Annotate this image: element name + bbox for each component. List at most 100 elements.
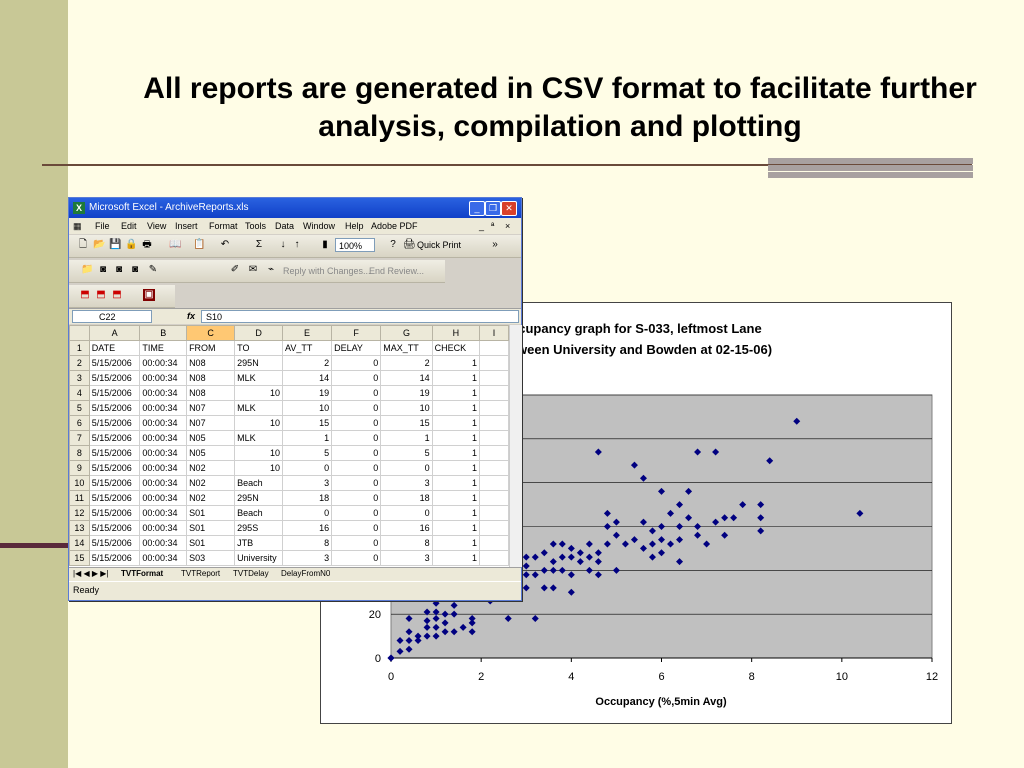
excel-title-bar[interactable]: X Microsoft Excel - ArchiveReports.xls _… [69, 198, 521, 218]
cell[interactable]: 0 [331, 550, 382, 566]
menu-data[interactable]: Data [275, 221, 295, 231]
cell[interactable]: 0 [281, 460, 333, 476]
print-icon[interactable]: 🖶 [142, 239, 152, 250]
cell[interactable]: 1 [431, 355, 481, 371]
cell[interactable]: 1 [431, 505, 481, 521]
cell[interactable] [479, 415, 509, 431]
column-header[interactable]: A [88, 325, 141, 341]
cell[interactable]: 00:00:34 [139, 445, 188, 461]
cell[interactable]: 1 [431, 520, 481, 536]
cell[interactable]: 00:00:34 [139, 490, 188, 506]
row-header[interactable]: 7 [69, 430, 90, 446]
cell[interactable]: S03 [186, 550, 236, 566]
cell[interactable]: 1 [281, 430, 333, 446]
help-icon[interactable]: ? [390, 239, 396, 250]
pdf-review-icon[interactable]: ⬒ [112, 289, 122, 300]
cell[interactable]: 14 [281, 370, 333, 386]
cell[interactable]: 0 [331, 505, 382, 521]
cell[interactable]: 1 [431, 460, 481, 476]
cell[interactable]: AV_TT [281, 340, 333, 356]
cell[interactable]: N08 [186, 385, 236, 401]
cell-table[interactable]: A B C D E F G H I 1 DATE TIME FROM TO AV_TT DELAY MAX_TT… [69, 325, 509, 566]
cell[interactable]: 18 [281, 490, 333, 506]
cell[interactable]: 5/15/2006 [88, 430, 141, 446]
cell[interactable]: 8 [380, 535, 433, 551]
cell[interactable]: TIME [139, 340, 188, 356]
row-header[interactable]: 3 [69, 370, 90, 386]
open-icon[interactable]: 📂 [93, 239, 106, 250]
cell[interactable]: N08 [186, 370, 236, 386]
cell[interactable]: 0 [331, 445, 382, 461]
cell[interactable]: 5 [281, 445, 333, 461]
cell[interactable]: 5/15/2006 [88, 550, 141, 566]
cell[interactable] [479, 520, 509, 536]
cell[interactable]: N02 [186, 490, 236, 506]
cell[interactable] [479, 460, 509, 476]
cell[interactable]: 10 [234, 415, 283, 431]
row-header[interactable]: 1 [69, 340, 90, 356]
cell[interactable]: 5/15/2006 [88, 415, 141, 431]
row-header[interactable]: 10 [69, 475, 90, 491]
cell[interactable]: 1 [431, 430, 481, 446]
cell[interactable]: 5/15/2006 [88, 445, 141, 461]
cell[interactable]: 1 [431, 445, 481, 461]
restore-button[interactable]: ❐ [485, 201, 501, 216]
cell[interactable]: S01 [186, 520, 236, 536]
minimize-button[interactable]: _ [469, 201, 485, 216]
cell[interactable] [479, 370, 509, 386]
column-header[interactable]: F [331, 325, 382, 341]
cell[interactable]: 10 [234, 460, 283, 476]
row-header[interactable]: 4 [69, 385, 90, 401]
toolbar-options-icon[interactable]: » [492, 239, 498, 250]
cell[interactable]: S01 [186, 505, 236, 521]
attach-icon[interactable]: ⌁ [267, 264, 275, 275]
formula-input[interactable]: S10 [201, 310, 519, 323]
row-header[interactable]: 5 [69, 400, 90, 416]
cell[interactable] [479, 340, 509, 356]
menu-window[interactable]: Window [303, 221, 336, 231]
tab-tvtdelay[interactable]: TVTDelay [233, 569, 269, 578]
vertical-scrollbar[interactable] [509, 325, 522, 567]
cell[interactable]: 5/15/2006 [88, 355, 141, 371]
cell[interactable]: Beach [234, 505, 283, 521]
cell[interactable]: 19 [380, 385, 433, 401]
cell[interactable]: 3 [380, 550, 433, 566]
cell[interactable]: 1 [380, 430, 433, 446]
cell[interactable]: 0 [380, 505, 433, 521]
cell[interactable]: 00:00:34 [139, 430, 188, 446]
cell[interactable]: 5/15/2006 [88, 370, 141, 386]
cell[interactable]: 00:00:34 [139, 505, 188, 521]
cell[interactable]: MAX_TT [380, 340, 433, 356]
row-header[interactable]: 13 [69, 520, 90, 536]
cell[interactable] [479, 535, 509, 551]
cell[interactable]: FROM [186, 340, 236, 356]
cell[interactable]: 00:00:34 [139, 535, 188, 551]
cell[interactable]: 1 [431, 400, 481, 416]
cell[interactable]: 5/15/2006 [88, 475, 141, 491]
menu-edit[interactable]: Edit [121, 221, 137, 231]
cell[interactable]: 5 [380, 445, 433, 461]
cell[interactable]: 10 [234, 445, 283, 461]
cell[interactable]: N05 [186, 445, 236, 461]
cell[interactable]: 0 [331, 460, 382, 476]
research-icon[interactable]: 📖 [169, 239, 182, 250]
send-icon[interactable]: ✉ [248, 264, 258, 275]
cell[interactable]: 18 [380, 490, 433, 506]
cell[interactable]: University [234, 550, 283, 566]
cell[interactable] [479, 445, 509, 461]
sort-descending-icon[interactable]: ↑ [294, 239, 300, 250]
cell[interactable] [479, 385, 509, 401]
row-header[interactable]: 12 [69, 505, 90, 521]
quick-print-icon[interactable]: 🖨 [403, 239, 416, 250]
cell[interactable]: 5/15/2006 [88, 460, 141, 476]
menu-tools[interactable]: Tools [245, 221, 267, 231]
chart-wizard-icon[interactable]: ▮ [322, 239, 328, 250]
cell[interactable]: 5/15/2006 [88, 400, 141, 416]
cell[interactable] [479, 355, 509, 371]
cell[interactable]: 10 [234, 385, 283, 401]
cell[interactable]: 10 [281, 400, 333, 416]
menu-insert[interactable]: Insert [175, 221, 198, 231]
cell[interactable]: 1 [431, 370, 481, 386]
cell[interactable]: 0 [331, 400, 382, 416]
cell[interactable]: MLK [234, 430, 283, 446]
